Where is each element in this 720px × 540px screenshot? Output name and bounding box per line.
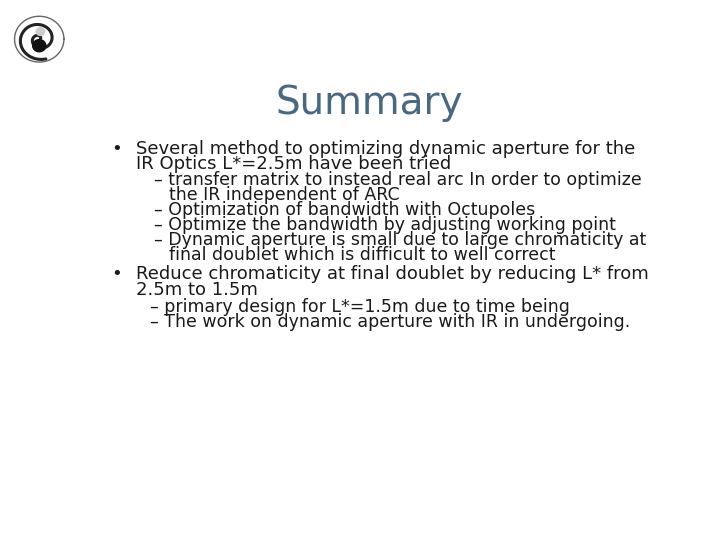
Text: •: • <box>111 140 122 158</box>
Text: the IR independent of ARC: the IR independent of ARC <box>169 186 400 204</box>
Text: – Optimize the bandwidth by adjusting working point: – Optimize the bandwidth by adjusting wo… <box>154 216 616 234</box>
Text: •: • <box>111 265 122 283</box>
Text: – Optimization of bandwidth with Octupoles: – Optimization of bandwidth with Octupol… <box>154 201 536 219</box>
Text: final doublet which is difficult to well correct: final doublet which is difficult to well… <box>169 246 556 264</box>
Circle shape <box>36 28 45 36</box>
Text: – Dynamic aperture is small due to large chromaticity at: – Dynamic aperture is small due to large… <box>154 231 647 249</box>
Text: IR Optics L*=2.5m have been tried: IR Optics L*=2.5m have been tried <box>136 156 451 173</box>
Text: – primary design for L*=1.5m due to time being: – primary design for L*=1.5m due to time… <box>150 298 570 316</box>
Text: – transfer matrix to instead real arc In order to optimize: – transfer matrix to instead real arc In… <box>154 171 642 189</box>
Text: Summary: Summary <box>275 84 463 122</box>
Text: Several method to optimizing dynamic aperture for the: Several method to optimizing dynamic ape… <box>136 140 635 158</box>
Circle shape <box>32 39 46 52</box>
Text: – The work on dynamic aperture with IR in undergoing.: – The work on dynamic aperture with IR i… <box>150 313 631 332</box>
Text: 2.5m to 1.5m: 2.5m to 1.5m <box>136 281 258 299</box>
Text: Reduce chromaticity at final doublet by reducing L* from: Reduce chromaticity at final doublet by … <box>136 265 649 283</box>
